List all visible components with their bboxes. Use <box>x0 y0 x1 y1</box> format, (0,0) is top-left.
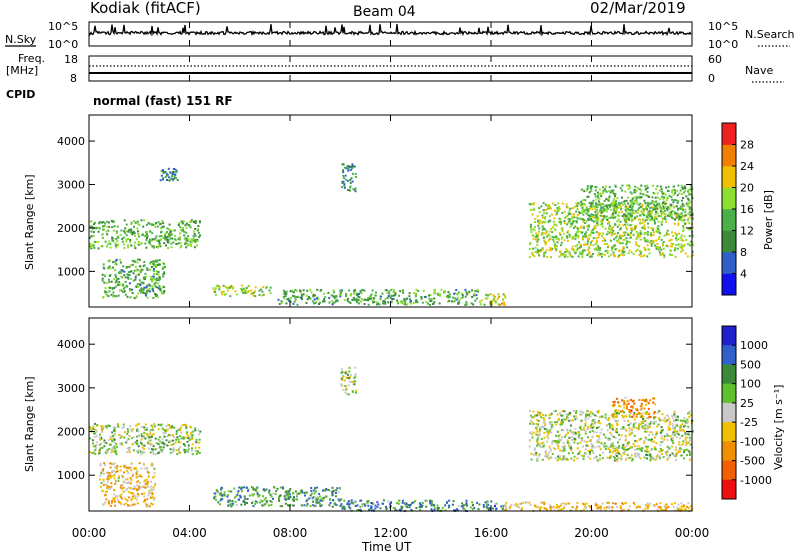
x-tick-label: 04:00 <box>172 526 207 540</box>
power-region-3 <box>341 163 357 193</box>
power-colorbar-segment <box>722 123 736 145</box>
velocity-colorbar-tick-label: -25 <box>740 416 758 429</box>
nsky-label: N.Sky <box>5 33 37 46</box>
power-colorbar-tick-label: 20 <box>740 182 754 195</box>
nsearch-tick-bottom: 10^0 <box>708 38 738 51</box>
x-axis-label: Time UT <box>361 540 412 554</box>
freq-panel: Freq. [MHz] 18 8 60 0 Nave <box>6 52 784 85</box>
x-tick-label: 00:00 <box>72 526 107 540</box>
velocity-colorbar-tick-label: 25 <box>740 397 754 410</box>
date-title: 02/Mar/2019 <box>590 0 686 17</box>
velocity-region-6 <box>611 396 657 419</box>
velocity-panel: 1000 2000 3000 4000 Slant Range [km] 1000 50… <box>23 317 785 513</box>
cpid-label: CPID <box>6 88 35 101</box>
velocity-region-0 <box>89 422 202 456</box>
velocity-ylabel: Slant Range [km] <box>23 376 36 472</box>
x-tick-label: 16:00 <box>474 526 509 540</box>
x-tick-label: 00:00 <box>675 526 710 540</box>
velocity-colorbar-segment <box>722 479 736 500</box>
power-colorbar-segment <box>722 187 736 210</box>
velocity-colorbar-tick-label: -1000 <box>740 474 772 487</box>
nave-label: Nave <box>745 64 773 77</box>
velocity-colorbar-tick-label: 1000 <box>740 339 768 352</box>
velocity-ytick-label: 1000 <box>57 469 85 482</box>
power-colorbar-segment <box>722 273 736 296</box>
x-tick-label: 20:00 <box>574 526 609 540</box>
x-tick-label: 08:00 <box>273 526 308 540</box>
power-region-0 <box>89 219 202 250</box>
velocity-colorbar-tick-label: -500 <box>740 455 765 468</box>
power-region-4 <box>212 284 272 298</box>
velocity-colorbar-tick-label: -100 <box>740 435 765 448</box>
velocity-ytick-label: 4000 <box>57 338 85 351</box>
power-colorbar-tick-label: 24 <box>740 160 754 173</box>
power-region-1 <box>101 258 166 300</box>
freq-tick-bottom: 8 <box>70 72 77 85</box>
power-region-6 <box>479 293 507 306</box>
power-region-2 <box>159 167 179 182</box>
power-colorbar-tick-label: 8 <box>740 246 747 259</box>
nave-tick-bottom: 0 <box>708 72 715 85</box>
power-ytick-label: 2000 <box>57 222 85 235</box>
velocity-ytick-label: 3000 <box>57 382 85 395</box>
velocity-colorbar-label: Velocity [m s⁻¹] <box>772 385 785 470</box>
nsky-series-line <box>89 24 692 37</box>
velocity-colorbar-segment <box>722 345 736 365</box>
power-colorbar-segment <box>722 209 736 231</box>
power-colorbar-segment <box>722 166 736 188</box>
power-colorbar-tick-label: 12 <box>740 225 754 238</box>
power-colorbar-tick-label: 16 <box>740 203 754 216</box>
power-ytick-label: 1000 <box>57 265 85 278</box>
power-colorbar-segment <box>722 144 736 167</box>
freq-unit: [MHz] <box>6 64 38 77</box>
velocity-colorbar-tick-label: 500 <box>740 358 761 371</box>
x-tick-label: 12:00 <box>373 526 408 540</box>
power-ylabel: Slant Range [km] <box>23 174 36 270</box>
beam-title: Beam 04 <box>353 4 416 20</box>
velocity-colorbar-segment <box>722 460 736 481</box>
velocity-region-3 <box>340 366 358 396</box>
velocity-colorbar-segment <box>722 383 736 404</box>
nave-tick-top: 60 <box>708 53 722 66</box>
power-panel: 1000 2000 3000 4000 Slant Range [km] 4 8 12 16… <box>23 114 775 308</box>
power-colorbar-segment <box>722 252 736 274</box>
power-colorbar-segment <box>722 230 736 253</box>
velocity-colorbar-segment <box>722 402 736 423</box>
velocity-ytick-label: 2000 <box>57 426 85 439</box>
velocity-colorbar-segment <box>722 364 736 384</box>
x-axis: 00:00 04:00 08:00 12:00 16:00 20:00 00:00 <box>72 22 710 540</box>
power-colorbar-label: Power [dB] <box>762 190 775 250</box>
velocity-region-5 <box>528 409 694 462</box>
velocity-colorbar-segment <box>722 422 736 442</box>
nsky-tick-top: 10^5 <box>48 20 78 33</box>
power-ytick-label: 4000 <box>57 135 85 148</box>
nsearch-label: N.Search <box>745 28 795 41</box>
freq-tick-top: 18 <box>64 53 78 66</box>
power-ytick-label: 3000 <box>57 179 85 192</box>
velocity-region-1 <box>99 462 157 508</box>
power-region-8 <box>578 184 694 222</box>
velocity-colorbar-frame <box>721 325 737 500</box>
station-title: Kodiak (fitACF) <box>90 0 201 17</box>
velocity-colorbar-segment <box>722 326 736 346</box>
nsearch-tick-top: 10^5 <box>708 20 738 33</box>
power-region-5 <box>277 288 480 306</box>
freq-label: Freq. <box>18 52 45 65</box>
velocity-region-2 <box>213 486 343 508</box>
nsky-tick-bottom: 10^0 <box>48 38 78 51</box>
power-colorbar-tick-label: 4 <box>740 268 747 281</box>
velocity-colorbar-segment <box>722 441 736 461</box>
velocity-region-4 <box>340 499 505 513</box>
nsky-panel: N.Sky 10^5 10^0 10^5 10^0 N.Search <box>5 20 795 51</box>
power-colorbar-tick-label: 28 <box>740 139 754 152</box>
cpid-value: normal (fast) 151 RF <box>93 94 233 108</box>
velocity-colorbar-tick-label: 100 <box>740 378 761 391</box>
